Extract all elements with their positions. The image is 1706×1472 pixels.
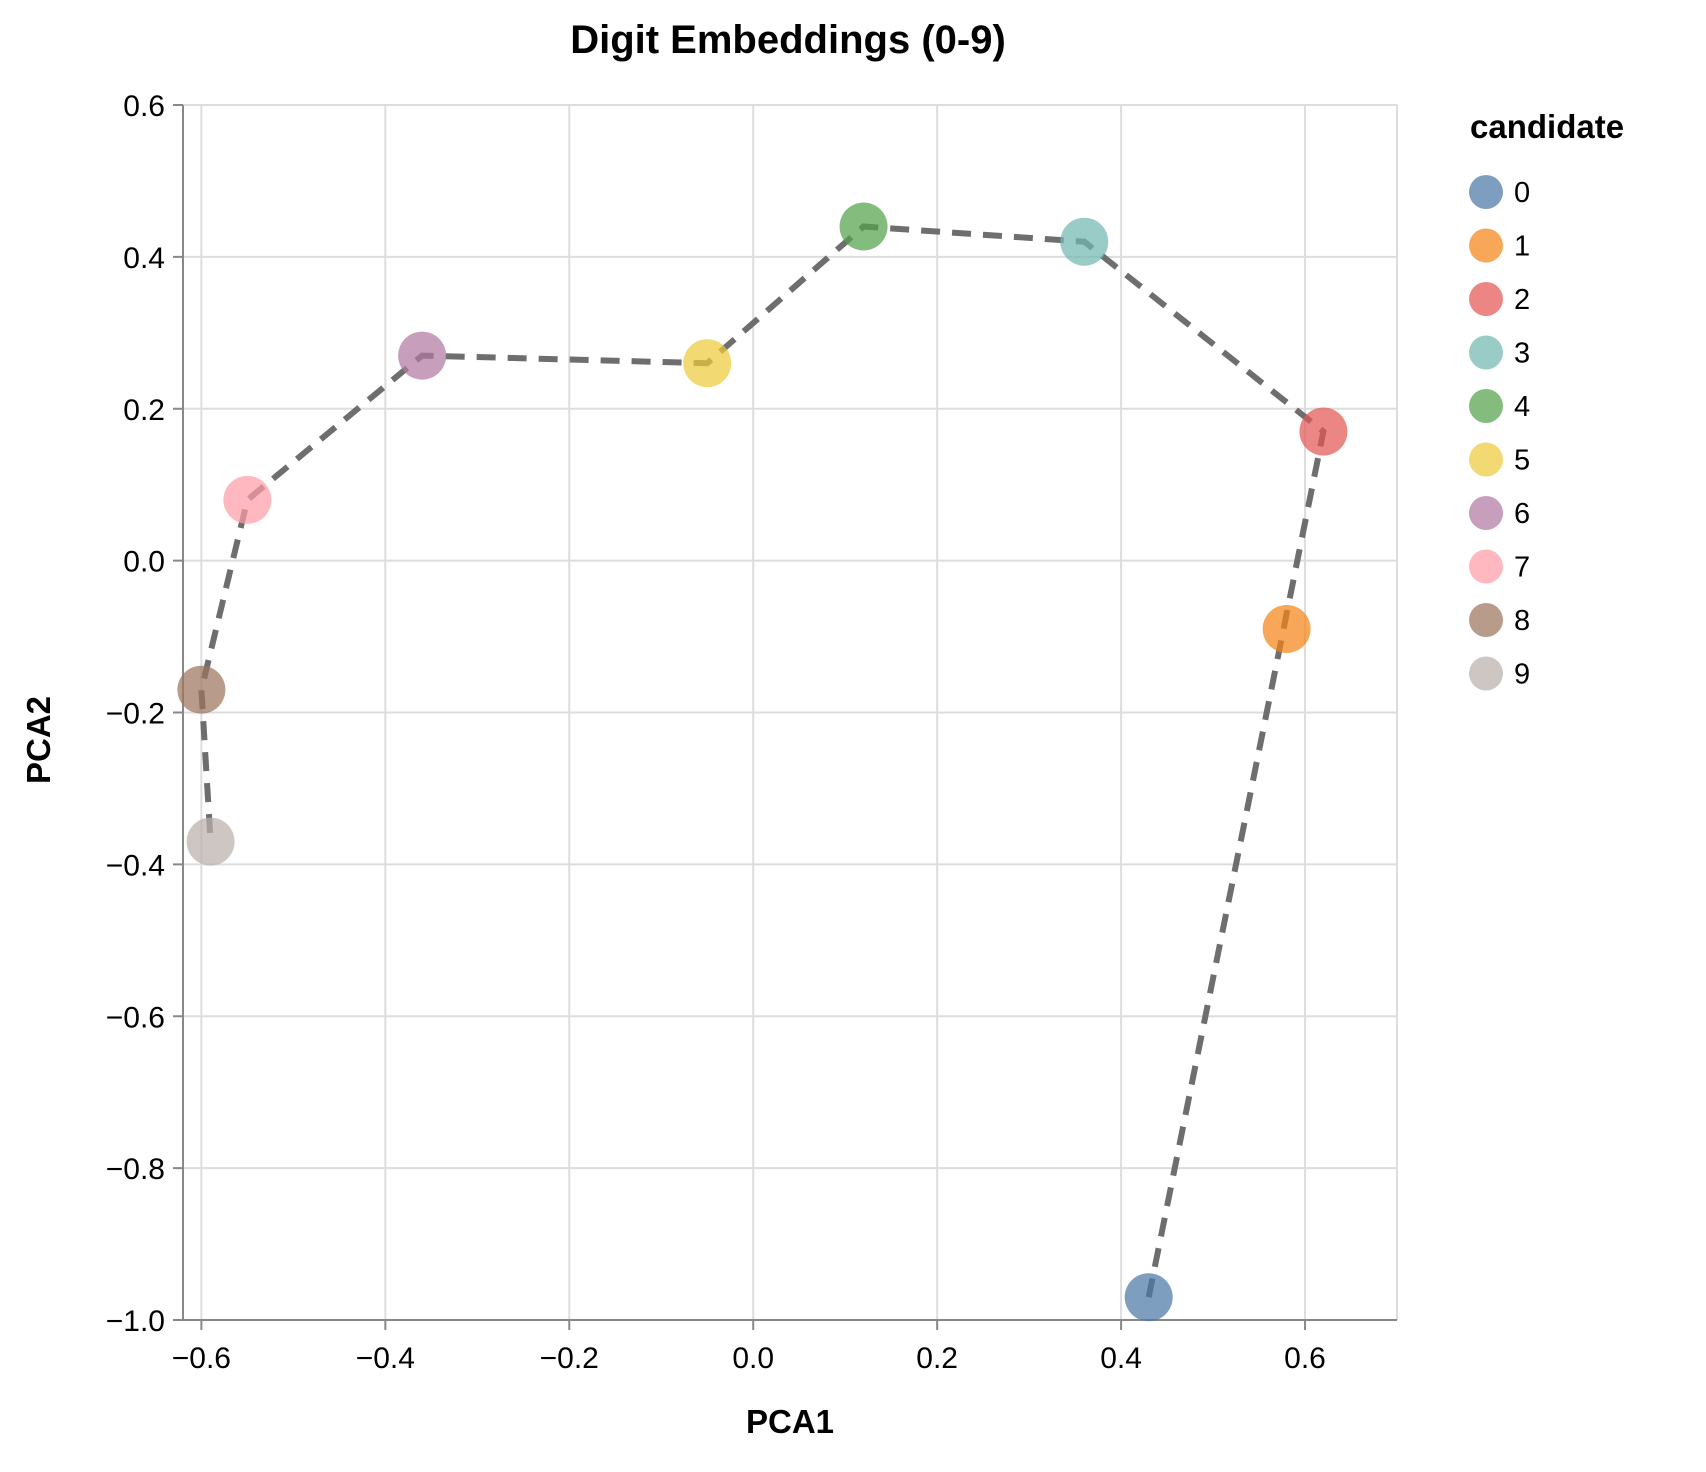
legend-label-0: 0 [1514,177,1530,209]
chart-title: Digit Embeddings (0-9) [570,18,1006,62]
y-tick-label-0: 0.6 [123,90,165,123]
legend-label-3: 3 [1514,338,1530,370]
legend-label-1: 1 [1514,231,1530,263]
x-tick-label-5: 0.4 [1100,1342,1142,1375]
legend-swatch-7 [1469,549,1503,584]
x-tick-label-0: −0.6 [172,1342,231,1375]
legend-swatch-8 [1469,603,1503,637]
legend-title: candidate [1470,108,1624,145]
point-candidate-9 [186,817,235,866]
point-candidate-7 [223,475,272,524]
x-tick-label-2: −0.2 [540,1342,599,1375]
y-tick-label-1: 0.4 [123,242,165,275]
y-tick-label-5: −0.4 [106,849,165,882]
point-candidate-6 [398,331,447,380]
point-candidate-2 [1299,407,1348,456]
legend-swatch-3 [1469,335,1503,370]
x-axis-title: PCA1 [746,1403,834,1440]
legend-label-5: 5 [1514,445,1530,477]
y-tick-label-6: −0.6 [106,1001,165,1034]
y-tick-label-4: −0.2 [106,698,165,731]
point-candidate-3 [1060,217,1109,266]
legend-swatch-5 [1469,442,1503,477]
legend-label-9: 9 [1514,659,1530,691]
legend-swatch-2 [1469,282,1503,316]
y-tick-label-2: 0.2 [123,394,165,427]
legend-label-6: 6 [1514,498,1530,530]
x-tick-label-3: 0.0 [732,1342,774,1375]
y-tick-label-3: 0.0 [123,546,165,579]
legend-swatch-4 [1469,389,1503,423]
y-tick-label-8: −1.0 [106,1305,165,1338]
legend-swatch-6 [1469,496,1503,530]
legend-swatch-0 [1469,175,1503,209]
point-candidate-4 [839,202,888,251]
legend-label-4: 4 [1514,391,1530,423]
legend-label-7: 7 [1514,552,1530,584]
legend-label-2: 2 [1514,284,1530,316]
data-points [177,202,1348,1322]
grid-lines [183,104,1398,1321]
x-tick-label-6: 0.6 [1284,1342,1326,1375]
x-tick-label-1: −0.4 [356,1342,415,1375]
legend-swatch-9 [1469,656,1503,691]
connecting-dashed-line [198,223,1327,1298]
point-candidate-8 [177,665,226,714]
y-axis-title: PCA2 [20,696,57,784]
legend: candidate 0 1 2 3 4 5 6 7 8 9 [1469,108,1624,691]
point-candidate-0 [1124,1273,1173,1322]
y-tick-label-7: −0.8 [106,1153,165,1186]
legend-swatch-1 [1469,228,1503,263]
point-candidate-5 [683,339,732,388]
point-candidate-1 [1262,604,1311,653]
axes: −0.6 −0.4 −0.2 0.0 0.2 0.4 0.6 0.6 0.4 0.2 0.0 −0.2… [106,90,1397,1375]
x-tick-label-4: 0.2 [916,1342,958,1375]
legend-label-8: 8 [1514,605,1530,637]
